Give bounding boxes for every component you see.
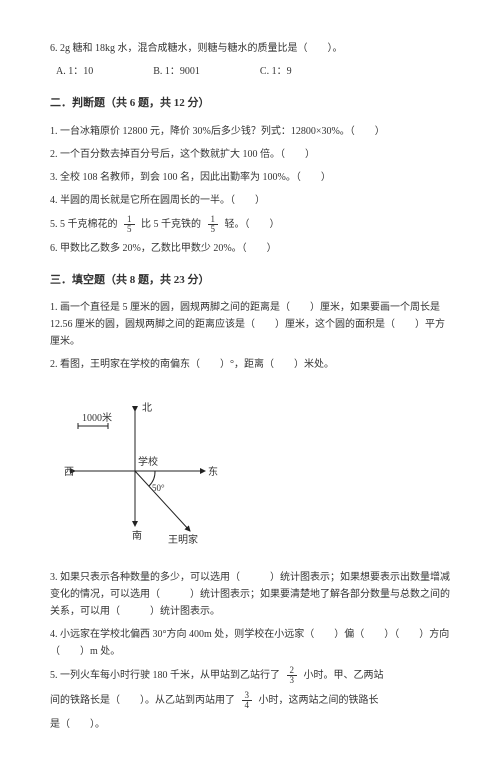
fraction-1-5: 15 — [124, 215, 135, 234]
s2-q1: 1. 一台冰箱原价 12800 元，降价 30%后多少钱？列式：12800×30… — [50, 123, 450, 140]
s2-q2: 2. 一个百分数去掉百分号后，这个数就扩大 100 倍。（ ） — [50, 146, 450, 163]
s3-q5-line1: 5. 一列火车每小时行驶 180 千米，从甲站到乙站行了 23 小时。甲、乙两站 — [50, 666, 450, 685]
s3-q5-d: 小时，这两站之间的铁路长 — [259, 695, 379, 706]
s3-q5-line2: 间的铁路长是（ ）。从乙站到丙站用了 34 小时，这两站之间的铁路长 — [50, 691, 450, 710]
fraction-2-3: 23 — [287, 666, 298, 685]
home-label: 王明家 — [168, 533, 198, 546]
q6-opt-b: B. 1：9001 — [153, 63, 200, 80]
school-label: 学校 — [138, 455, 158, 468]
south-label: 南 — [132, 529, 142, 542]
s3-q5-c: 间的铁路长是（ ）。从乙站到丙站用了 — [50, 695, 235, 706]
s3-q5-a: 5. 一列火车每小时行驶 180 千米，从甲站到乙站行了 — [50, 670, 280, 681]
s2-q5-c: 轻。（ ） — [225, 218, 280, 229]
s3-q3: 3. 如果只表示各种数量的多少，可以选用（ ）统计图表示；如果想要表示出数量增减… — [50, 569, 450, 620]
scale-label: 1000米 — [82, 411, 112, 424]
west-label: 西 — [64, 467, 74, 478]
north-label: 北 — [142, 402, 152, 414]
east-label: 东 — [208, 465, 218, 478]
s2-q3: 3. 全校 108 名教师，到会 100 名，因此出勤率为 100%。（ ） — [50, 169, 450, 186]
angle-label: 50° — [152, 483, 165, 493]
s3-q1: 1. 画一个直径是 5 厘米的圆，圆规两脚之间的距离是（ ）厘米，如果要画一个周… — [50, 299, 450, 350]
q6-options: A. 1：10 B. 1：9001 C. 1：9 — [56, 63, 450, 80]
s2-q5-a: 5. 5 千克棉花的 — [50, 218, 118, 229]
s3-q5-line3: 是（ ）。 — [50, 716, 450, 733]
s2-q5-b: 比 5 千克铁的 — [141, 218, 201, 229]
s3-q4: 4. 小远家在学校北偏西 30°方向 400m 处，则学校在小远家（ ）偏（ ）… — [50, 626, 450, 660]
q6-text: 6. 2g 糖和 18kg 水，混合成糖水，则糖与糖水的质量比是（ ）。 — [50, 40, 450, 57]
q6-opt-a: A. 1：10 — [56, 63, 93, 80]
fraction-3-4: 34 — [242, 691, 253, 710]
s2-q6: 6. 甲数比乙数多 20%，乙数比甲数少 20%。（ ） — [50, 240, 450, 257]
fraction-1-5: 15 — [208, 215, 219, 234]
s3-q5-b: 小时。甲、乙两站 — [304, 670, 384, 681]
s2-q5: 5. 5 千克棉花的 15 比 5 千克铁的 15 轻。（ ） — [50, 215, 450, 234]
q6-opt-c: C. 1：9 — [260, 63, 292, 80]
section3-title: 三．填空题（共 8 题，共 23 分） — [50, 271, 450, 290]
s2-q4: 4. 半圆的周长就是它所在圆周长的一半。（ ） — [50, 192, 450, 209]
section2-title: 二．判断题（共 6 题，共 12 分） — [50, 94, 450, 113]
s3-q2: 2. 看图，王明家在学校的南偏东（ ）°，距离（ ）米处。 — [50, 356, 450, 373]
compass-diagram: 1000米 北 南 西 东 学校 50° 王明家 — [60, 391, 450, 551]
